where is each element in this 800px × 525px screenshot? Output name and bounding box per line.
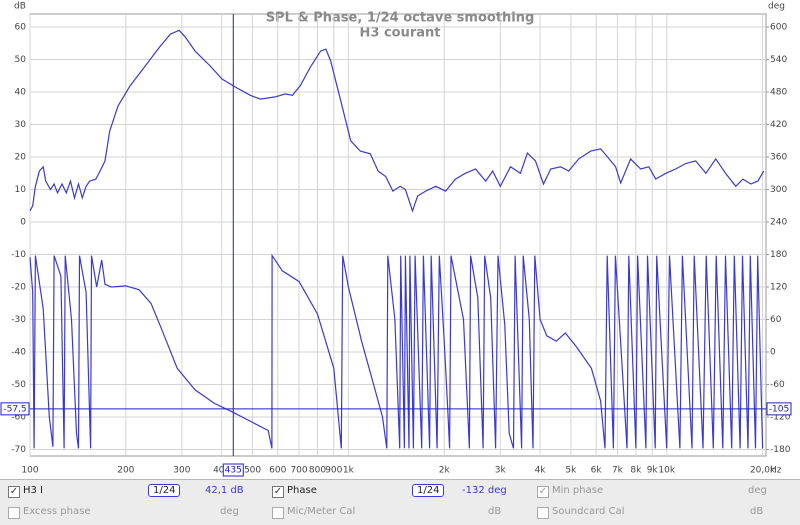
checkbox[interactable] [537, 507, 549, 519]
series-line [29, 253, 764, 449]
y2-tick-label: 360 [770, 153, 787, 163]
x-tick-label: 20,0k [750, 466, 776, 476]
x-tick-label: 100 [21, 466, 38, 476]
x-tick-label: 7k [612, 466, 624, 476]
x-tick-label: 8k [630, 466, 642, 476]
control-panel: ✓ H3 I ✓ Phase ✓ Min phase Excess phase Mic/Met… [0, 479, 800, 525]
y-tick-label: 10 [15, 185, 27, 195]
y2-tick-label: -180 [770, 445, 791, 455]
cursor-x-label-box [222, 463, 244, 477]
x-tick-label: 1k [343, 466, 355, 476]
unit: dB [750, 506, 764, 517]
checkbox[interactable]: ✓ [272, 486, 284, 498]
unit: deg [748, 485, 767, 496]
y-tick-label: -10 [11, 250, 26, 260]
unit: dB [488, 506, 502, 517]
control-label[interactable]: Excess phase [23, 506, 91, 517]
readout: -132 deg [462, 485, 507, 496]
checkbox[interactable]: ✓ [8, 486, 20, 498]
y2-tick-label: 600 [770, 23, 787, 33]
y2-tick-label: 60 [770, 315, 782, 325]
x-tick-label: 400 [213, 466, 230, 476]
y-tick-label: 50 [15, 55, 27, 65]
y-tick-label: 0 [20, 218, 26, 228]
cursor-y-label-box [0, 402, 30, 416]
control-label[interactable]: Min phase [552, 485, 604, 496]
y2-tick-label: -120 [770, 413, 791, 423]
control-label[interactable]: Soundcard Cal [552, 506, 625, 517]
x-unit: Hz [770, 466, 782, 476]
checkbox[interactable]: ✓ [537, 486, 549, 498]
chart-title: SPL & Phase, 1/24 octave smoothing [266, 11, 535, 26]
x-tick-label: 2k [439, 466, 451, 476]
x-tick-label: 300 [173, 466, 190, 476]
chart-subtitle: H3 courant [360, 26, 441, 41]
smoothing-button[interactable]: 1/24 [412, 484, 445, 497]
y2-tick-label: 540 [770, 55, 787, 65]
y2-tick-label: 480 [770, 88, 787, 98]
grid [29, 14, 766, 456]
cursor-y2-label-box [766, 402, 792, 416]
cursor-y2-label: -105 [769, 404, 789, 414]
unit: deg [220, 506, 239, 517]
chart: SPL & Phase, 1/24 octave smoothing H3 co… [0, 2, 792, 477]
y-tick-label: 60 [15, 23, 27, 33]
x-tick-label: 6k [591, 466, 603, 476]
y2-tick-label: 120 [770, 283, 787, 293]
y-unit: dB [14, 2, 26, 12]
y-tick-label: 40 [15, 88, 27, 98]
y2-tick-label: 300 [770, 185, 787, 195]
y-tick-label: -20 [11, 283, 26, 293]
y2-unit: deg [768, 2, 785, 12]
x-tick-label: 200 [117, 466, 134, 476]
x-tick-label: 3k [495, 466, 507, 476]
y-tick-label: -40 [11, 348, 26, 358]
x-tick-label: 600 [269, 466, 286, 476]
y-tick-label: -30 [11, 315, 26, 325]
x-tick-label: 800 [309, 466, 326, 476]
y-tick-label: 30 [15, 120, 27, 130]
checkbox[interactable] [272, 507, 284, 519]
x-tick-label: 700 [290, 466, 307, 476]
y2-tick-label: 0 [770, 348, 776, 358]
cursor-x-label: 435 [225, 466, 242, 476]
control-label[interactable]: Mic/Meter Cal [287, 506, 356, 517]
y2-tick-label: 420 [770, 120, 787, 130]
y2-tick-label: 180 [770, 250, 787, 260]
checkbox[interactable] [8, 507, 20, 519]
series-line [29, 29, 765, 213]
smoothing-button[interactable]: 1/24 [148, 484, 181, 497]
control-label[interactable]: H3 I [23, 485, 44, 496]
y-tick-label: -50 [11, 380, 26, 390]
control-label[interactable]: Phase [287, 485, 317, 496]
x-tick-label: 9k [647, 466, 659, 476]
y2-tick-label: -60 [770, 380, 785, 390]
y2-tick-label: 240 [770, 218, 787, 228]
x-tick-label: 4k [535, 466, 547, 476]
x-tick-label: 500 [244, 466, 261, 476]
y-tick-label: -60 [11, 413, 26, 423]
y-tick-label: 20 [15, 153, 27, 163]
y-tick-label: -70 [11, 445, 26, 455]
cursor-y-label: -57,5 [3, 404, 26, 414]
x-tick-label: 900 [325, 466, 342, 476]
x-tick-label: 10k [658, 466, 675, 476]
readout: 42,1 dB [205, 485, 244, 496]
x-tick-label: 5k [565, 466, 577, 476]
